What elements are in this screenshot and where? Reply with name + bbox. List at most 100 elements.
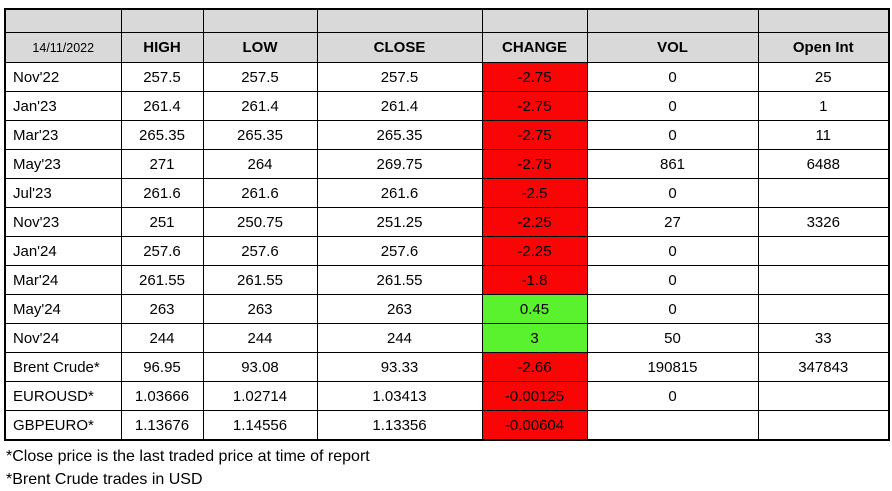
contract-label: Nov'23 [4, 207, 122, 237]
vol-value: 27 [586, 207, 759, 237]
open-int-value: 11 [757, 120, 890, 150]
col-header-change: CHANGE [481, 32, 588, 63]
low-value: 261.6 [202, 178, 318, 208]
table-row: GBPEURO* 1.13676 1.14556 1.13356 -0.00604 [4, 410, 890, 441]
low-value: 264 [202, 149, 318, 179]
high-value: 265.35 [120, 120, 204, 150]
low-value: 263 [202, 294, 318, 324]
footnotes: *Close price is the last traded price at… [6, 445, 892, 491]
open-int-value [757, 178, 890, 208]
col-header-vol: VOL [586, 32, 759, 63]
table-row: May'23 271 264 269.75 -2.75 861 6488 [4, 149, 890, 179]
contract-label: GBPEURO* [4, 410, 122, 441]
contract-label: Mar'24 [4, 265, 122, 295]
open-int-value: 33 [757, 323, 890, 353]
change-value: -2.25 [481, 236, 588, 266]
open-int-value: 6488 [757, 149, 890, 179]
spacer-cell [4, 8, 122, 33]
high-value: 96.95 [120, 352, 204, 382]
table-row: Nov'24 244 244 244 3 50 33 [4, 323, 890, 353]
low-value: 93.08 [202, 352, 318, 382]
close-value: 244 [316, 323, 483, 353]
vol-value: 0 [586, 236, 759, 266]
close-value: 1.13356 [316, 410, 483, 441]
vol-value: 190815 [586, 352, 759, 382]
report-page: 14/11/2022 HIGH LOW CLOSE CHANGE VOL Ope… [0, 8, 892, 488]
contract-label: EUROUSD* [4, 381, 122, 411]
low-value: 261.55 [202, 265, 318, 295]
open-int-value: 347843 [757, 352, 890, 382]
col-header-low: LOW [202, 32, 318, 63]
spacer-row [4, 8, 890, 33]
high-value: 261.6 [120, 178, 204, 208]
low-value: 265.35 [202, 120, 318, 150]
table-row: Jan'23 261.4 261.4 261.4 -2.75 0 1 [4, 91, 890, 121]
table-row: EUROUSD* 1.03666 1.02714 1.03413 -0.00125 0 [4, 381, 890, 411]
high-value: 263 [120, 294, 204, 324]
close-value: 93.33 [316, 352, 483, 382]
contract-label: Jul'23 [4, 178, 122, 208]
open-int-value [757, 236, 890, 266]
header-row: 14/11/2022 HIGH LOW CLOSE CHANGE VOL Ope… [4, 32, 890, 63]
vol-value: 0 [586, 265, 759, 295]
low-value: 244 [202, 323, 318, 353]
contract-label: Jan'24 [4, 236, 122, 266]
change-value: -2.66 [481, 352, 588, 382]
close-value: 257.6 [316, 236, 483, 266]
contract-label: Nov'24 [4, 323, 122, 353]
contract-label: Mar'23 [4, 120, 122, 150]
vol-value [586, 410, 759, 441]
close-value: 261.55 [316, 265, 483, 295]
footnote-brent-usd: *Brent Crude trades in USD [6, 471, 203, 488]
table-row: May'24 263 263 263 0.45 0 [4, 294, 890, 324]
vol-value: 0 [586, 120, 759, 150]
close-value: 263 [316, 294, 483, 324]
open-int-value [757, 294, 890, 324]
change-value: -2.25 [481, 207, 588, 237]
close-value: 251.25 [316, 207, 483, 237]
high-value: 271 [120, 149, 204, 179]
change-value: -1.8 [481, 265, 588, 295]
open-int-value: 3326 [757, 207, 890, 237]
close-value: 265.35 [316, 120, 483, 150]
open-int-value: 25 [757, 62, 890, 92]
open-int-value: 1 [757, 91, 890, 121]
close-value: 1.03413 [316, 381, 483, 411]
high-value: 1.13676 [120, 410, 204, 441]
table-row: Brent Crude* 96.95 93.08 93.33 -2.66 190815 34… [4, 352, 890, 382]
change-value: -0.00604 [481, 410, 588, 441]
low-value: 250.75 [202, 207, 318, 237]
change-value: 0.45 [481, 294, 588, 324]
contract-label: Brent Crude* [4, 352, 122, 382]
table-row: Jan'24 257.6 257.6 257.6 -2.25 0 [4, 236, 890, 266]
contract-label: May'24 [4, 294, 122, 324]
change-value: -0.00125 [481, 381, 588, 411]
low-value: 261.4 [202, 91, 318, 121]
high-value: 257.6 [120, 236, 204, 266]
open-int-value [757, 381, 890, 411]
vol-value: 0 [586, 178, 759, 208]
high-value: 251 [120, 207, 204, 237]
change-value: -2.75 [481, 91, 588, 121]
low-value: 1.14556 [202, 410, 318, 441]
vol-value: 50 [586, 323, 759, 353]
close-value: 261.6 [316, 178, 483, 208]
table-body: Nov'22 257.5 257.5 257.5 -2.75 0 25 Jan'23 261.4… [4, 62, 890, 441]
table-row: Mar'23 265.35 265.35 265.35 -2.75 0 11 [4, 120, 890, 150]
table-row: Jul'23 261.6 261.6 261.6 -2.5 0 [4, 178, 890, 208]
report-date: 14/11/2022 [4, 32, 122, 63]
vol-value: 0 [586, 294, 759, 324]
low-value: 257.6 [202, 236, 318, 266]
high-value: 244 [120, 323, 204, 353]
col-header-high: HIGH [120, 32, 204, 63]
contract-label: Nov'22 [4, 62, 122, 92]
table-row: Nov'22 257.5 257.5 257.5 -2.75 0 25 [4, 62, 890, 92]
open-int-value [757, 265, 890, 295]
high-value: 261.4 [120, 91, 204, 121]
close-value: 269.75 [316, 149, 483, 179]
high-value: 257.5 [120, 62, 204, 92]
col-header-close: CLOSE [316, 32, 483, 63]
vol-value: 861 [586, 149, 759, 179]
close-value: 261.4 [316, 91, 483, 121]
change-value: 3 [481, 323, 588, 353]
